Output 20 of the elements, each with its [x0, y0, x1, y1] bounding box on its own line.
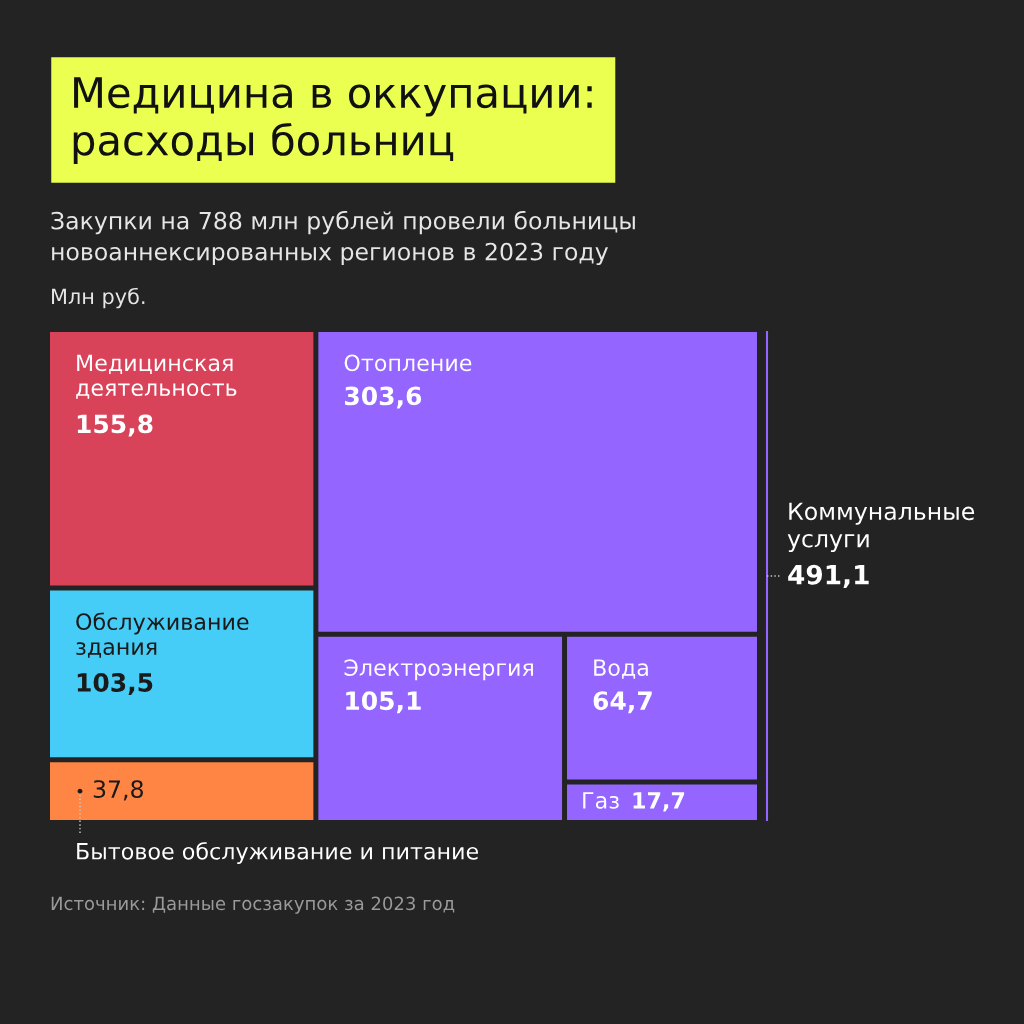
- category-label: Электроэнергия: [344, 659, 533, 681]
- data-label: 105,1: [346, 691, 421, 714]
- text: 491,1: [788, 564, 869, 589]
- text: Источник: Данные госзакупок за 2023 год: [51, 896, 455, 914]
- text: Млн руб.: [52, 287, 145, 309]
- data-label: 103,5: [77, 672, 153, 696]
- text: Коммунальные услуги: [787, 502, 975, 553]
- category-label: Вода: [594, 659, 648, 679]
- text: Закупки на 788 млн рублей провели больницы новоаннексированных регионов в 2023 году: [51, 210, 635, 266]
- data-label: 303,6: [345, 386, 422, 409]
- data-label: 37,8: [93, 780, 143, 801]
- data-label: 17,7: [633, 792, 685, 812]
- category-label: Газ: [583, 792, 619, 809]
- category-label: Медицинская деятельность: [76, 354, 237, 399]
- category-label: Бытовое обслуживание и питание: [77, 842, 479, 864]
- text: Медицина в оккупации: расходы больниц: [73, 77, 592, 164]
- category-label: Отопление: [344, 354, 472, 372]
- data-label: 64,7: [593, 691, 652, 714]
- data-label: 155,8: [77, 414, 153, 437]
- category-label: Обслуживание здания: [76, 612, 249, 658]
